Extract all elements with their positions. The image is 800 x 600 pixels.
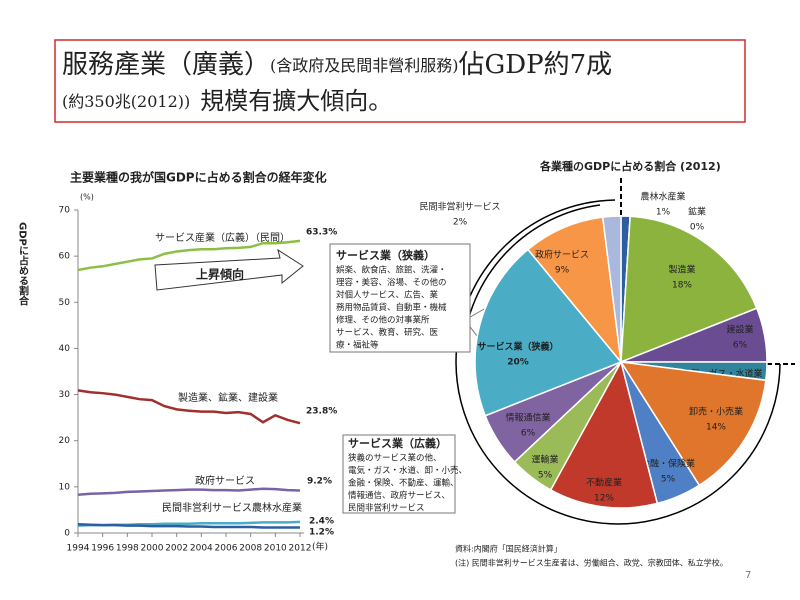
callout-title: サービス業（広義） [348,436,447,450]
series-label: 製造業、鉱業、建設業 [178,391,278,404]
slice-label: 農林水産業 [640,191,685,203]
callout-line: 民間非営利サービス [348,503,425,514]
series-line [77,389,301,425]
x-tick-label: 2004 [190,544,213,554]
series-label: サービス産業（広義）（民間） [155,231,290,244]
pie-slice [620,215,758,364]
x-tick-label: 2008 [239,544,262,554]
pie-slice [526,216,623,365]
y-tick-label: 10 [59,482,71,492]
title-end-2: 規模有擴大傾向。 [200,87,392,115]
y-tick-label: 0 [64,529,70,539]
pie-title: 各業種のGDPに占める割合 (2012) [539,159,721,173]
slice-label: 金融・保険業 [641,458,695,470]
y-tick-label: 30 [59,390,71,400]
y-tick-label: 20 [59,436,71,446]
y-tick-label: 70 [59,206,71,216]
y-unit: (%) [80,193,94,202]
slice-value: 9% [555,266,570,276]
pie-slice [549,359,659,509]
title-paren-2: (約350兆(2012)) [62,92,190,111]
value-label: 2.4% [309,517,334,527]
value-label: 63.3% [306,228,337,238]
x-tick-label: 1998 [116,544,139,554]
value-label: 9.2% [307,477,332,487]
title-line-2: (約350兆(2012)) 規模有擴大傾向。 [62,87,392,115]
trend-arrow [154,248,304,291]
slice-label: 運輸業 [531,454,558,466]
line-chart-title: 主要業種の我が国GDPに占める割合の経年変化 [70,170,327,185]
x-tick-label: 1996 [91,544,114,554]
series-label: 民間非営利サービス [162,501,252,514]
slice-label: 鉱業 [688,206,706,218]
y-tick-label: 50 [59,298,71,308]
callout-line: 対個人サービス、広告、業 [336,290,439,301]
source-note: 資料:内閣府「国民経済計算」 [455,544,562,554]
slice-label: 民間非営利サービス [419,201,500,213]
slice-value: 0% [690,223,705,233]
series-line [77,239,301,272]
slice-label: 政府サービス [535,249,589,261]
slice-value: 20% [507,358,529,368]
title-box [54,39,746,123]
page-number: 7 [745,570,751,581]
value-label: 1.2% [309,528,334,538]
slice-value: 6% [733,341,748,351]
callout-narrow [329,243,471,353]
trend-label: 上昇傾向 [196,267,244,282]
title-line-1: 服務產業（廣義）(含政府及民間非營利服務)佔GDP約7成 [62,50,612,80]
slice-value: 2% [453,218,468,228]
x-tick-label: 2006 [215,544,238,554]
slice-label: 情報通信業 [505,412,550,424]
slice-value: 5% [538,471,553,481]
x-tick-label: 1994 [67,544,90,554]
slice-label: サービス業（狭義） [477,341,558,353]
slice-value: 6% [521,429,536,439]
pie-slice [601,215,622,363]
callout-line: 務用物品賃貸、自動車・機械 [336,302,447,313]
callout-line: 修理、その他の対事業所 [336,315,430,326]
callout-line: 療・福祉等 [336,340,379,351]
slice-label: 建設業 [726,324,753,336]
slice-value: 18% [672,281,692,291]
slice-label: 不動産業 [586,477,622,489]
footnote: (注) 民間非営利サービス生産者は、労働組合、政党、宗教団体、私立学校。 [455,558,728,568]
series-line [77,487,301,496]
pie-slice [619,361,767,487]
callout-broad [342,434,456,514]
broad-arc [455,199,781,525]
callout-line: 娯楽、飲食店、旅館、洗濯・ [336,265,447,276]
title-paren: (含政府及民間非營利服務) [270,56,459,75]
callout-line: 狭義のサービス業の他、 [348,453,442,464]
x-tick-label: 2002 [165,544,188,554]
series-label: 農林水産業 [252,501,302,514]
slice-label: 卸売・小売業 [689,406,743,418]
y-tick-label: 60 [59,252,71,262]
pie-slice [474,248,623,417]
slice-value: 12% [594,494,614,504]
callout-line: サービス、教育、研究、医 [336,327,439,338]
callout-line: 金融・保険、不動産、運輸、 [348,478,459,489]
slice-value: 5% [661,475,676,485]
slice-label: 製造業 [668,264,695,276]
callout-line: 情報通信、政府サービス、 [348,490,450,501]
callout-line: 理容・美容、浴場、その他の [336,277,447,288]
value-label: 23.8% [306,407,337,417]
title-end: 佔GDP約7成 [459,50,613,80]
x-unit: (年) [312,541,328,553]
x-tick-label: 2000 [141,544,164,554]
title-main: 服務產業（廣義） [62,50,270,80]
y-axis-label: GDPに占める割合 [17,222,30,307]
slice-value: 14% [706,423,726,433]
y-tick-label: 40 [59,344,71,354]
x-tick-label: 2010 [264,544,287,554]
series-label: 政府サービス [195,474,255,487]
callout-line: 電気・ガス・水道、卸・小売、 [348,465,467,476]
series-line [77,522,300,529]
x-tick-label: 2012 [289,544,312,554]
callout-title: サービス業（狭義） [336,248,435,262]
slice-value: 1% [656,208,671,218]
